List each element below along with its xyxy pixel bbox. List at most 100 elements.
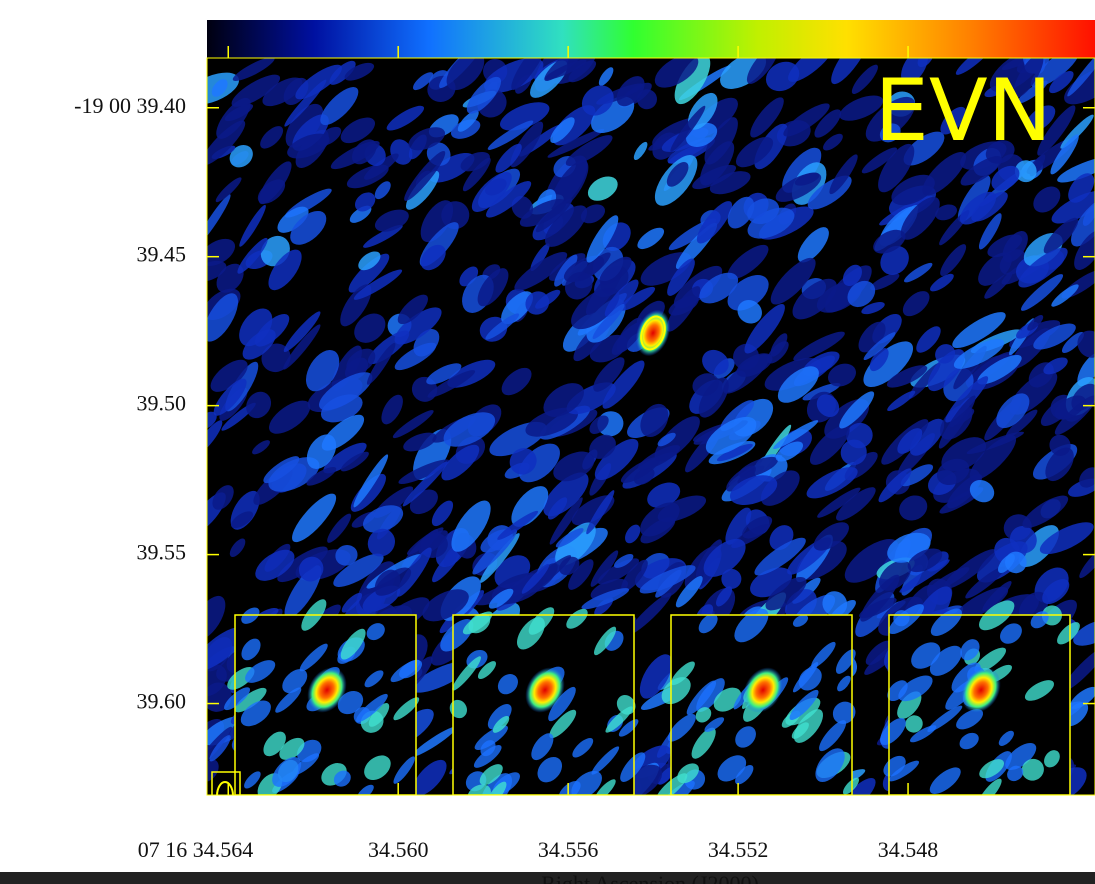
noise-blob	[547, 128, 605, 158]
noise-blob	[392, 410, 434, 439]
inset-blob	[479, 764, 503, 786]
noise-blob	[839, 391, 875, 429]
noise-blob	[899, 559, 950, 593]
noise-blob	[260, 126, 284, 149]
noise-blob	[858, 321, 886, 353]
inset-blob	[835, 649, 856, 674]
noise-blob	[566, 382, 616, 415]
noise-blob	[902, 291, 930, 317]
x-tick-label: 34.560	[368, 837, 429, 862]
inset-blob	[364, 670, 384, 688]
noise-blob	[427, 370, 476, 398]
noise-blob	[657, 767, 674, 785]
noise-blob	[586, 490, 615, 535]
noise-blob	[727, 275, 769, 311]
noise-blob	[696, 201, 733, 244]
noise-blob	[354, 192, 376, 212]
inset-blob	[245, 660, 276, 683]
noise-blob	[495, 143, 522, 173]
noise-blob	[640, 403, 669, 438]
noise-blob	[327, 513, 352, 543]
noise-blob	[261, 343, 291, 373]
noise-blob	[916, 326, 941, 353]
noise-blob	[1027, 315, 1044, 331]
noise-blob	[887, 390, 916, 412]
contour	[640, 315, 666, 351]
inset-blob	[792, 614, 809, 627]
inset-blob	[842, 777, 860, 795]
noise-blob	[984, 272, 1013, 299]
noise-blob	[1054, 395, 1086, 420]
inset-blob	[911, 642, 941, 669]
inset-blob	[244, 771, 261, 789]
noise-blob	[716, 443, 753, 462]
inset-blob	[927, 705, 963, 732]
noise-blob	[765, 577, 807, 611]
inset-source	[307, 667, 347, 713]
noise-blob	[878, 143, 915, 193]
noise-blob	[412, 759, 447, 795]
noise-blob	[514, 251, 568, 291]
noise-blob	[429, 152, 475, 183]
noise-blob	[586, 215, 619, 263]
noise-blob	[207, 238, 236, 266]
noise-blob	[670, 105, 706, 152]
noise-blob	[323, 442, 367, 474]
noise-blob	[907, 548, 943, 573]
noise-blob	[446, 58, 485, 91]
inset-frame	[670, 614, 853, 795]
inset	[224, 599, 423, 795]
noise-blob	[375, 567, 412, 596]
noise-blob	[426, 363, 462, 385]
inset-blob	[978, 778, 1002, 795]
inset-blob	[571, 770, 602, 795]
noise-blob	[978, 213, 1002, 250]
noise-blob	[268, 249, 302, 291]
noise-blob	[246, 391, 272, 419]
noise-blob	[1050, 134, 1079, 175]
noise-blob	[509, 448, 537, 475]
inset-blob	[898, 675, 933, 702]
noise-blob	[674, 58, 711, 105]
noise-blob	[727, 196, 755, 229]
noise-blob	[366, 342, 396, 385]
noise-blob	[738, 456, 778, 478]
noise-blob	[522, 555, 572, 596]
noise-blob	[305, 349, 340, 392]
map	[207, 58, 1095, 795]
noise-blob	[987, 234, 1023, 258]
noise-blob	[715, 586, 733, 607]
noise-blob	[242, 329, 276, 360]
noise-blob	[544, 59, 587, 80]
x-tick-label: 34.556	[538, 837, 599, 862]
noise-blob	[207, 682, 232, 712]
noise-blob	[1017, 80, 1048, 104]
noise-blob	[788, 58, 834, 82]
noise-blob	[666, 286, 701, 332]
noise-blob	[413, 72, 434, 91]
y-tick-label: -19 00 39.40	[74, 93, 186, 118]
noise-blob	[639, 565, 696, 594]
noise-blob	[207, 726, 233, 770]
noise-blob	[210, 359, 248, 392]
inset-source	[743, 667, 783, 713]
noise-blob	[559, 556, 580, 576]
noise-blob	[405, 170, 440, 210]
noise-blob	[705, 416, 757, 455]
noise-blob	[262, 77, 303, 107]
noise-blob	[431, 500, 454, 527]
noise-blob	[511, 58, 547, 91]
noise-blob	[627, 592, 672, 635]
noise-blob	[358, 251, 381, 271]
noise-blob	[602, 360, 645, 409]
noise-blob	[367, 528, 395, 557]
inset-blob	[789, 689, 819, 720]
noise-blob	[954, 587, 1009, 621]
inset-blob	[390, 659, 421, 683]
noise-blob	[861, 147, 898, 174]
inset-blob	[998, 730, 1014, 746]
noise-blob	[865, 96, 916, 142]
noise-blob	[900, 196, 940, 240]
noise-blob	[457, 110, 479, 132]
noise-blob	[1043, 217, 1079, 254]
